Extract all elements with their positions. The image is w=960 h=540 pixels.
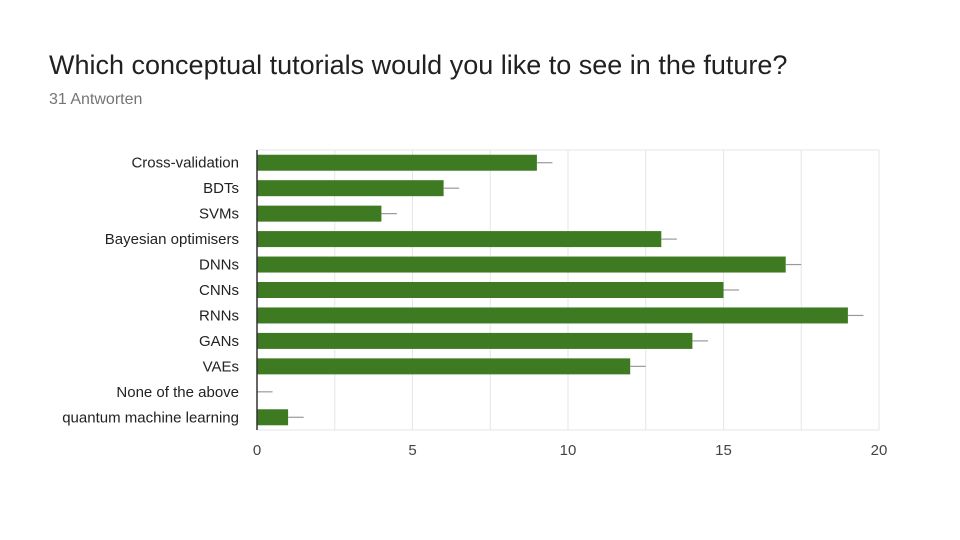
x-tick-label: 15	[715, 442, 732, 459]
category-label: quantum machine learning	[62, 409, 239, 426]
category-label: RNNs	[199, 307, 239, 324]
bar	[257, 307, 848, 324]
bar	[257, 180, 444, 197]
category-label: Cross-validation	[131, 155, 239, 172]
x-tick-label: 5	[408, 442, 416, 459]
category-label: VAEs	[203, 358, 239, 375]
bar	[257, 332, 693, 349]
category-label: SVMs	[199, 206, 239, 223]
bar	[257, 409, 289, 426]
bar	[257, 205, 382, 222]
category-label: Bayesian optimisers	[105, 231, 239, 248]
category-label: None of the above	[116, 384, 239, 401]
bar	[257, 231, 662, 248]
category-label: DNNs	[199, 257, 239, 274]
bar	[257, 358, 631, 375]
category-label: CNNs	[199, 282, 239, 299]
chart-title: Which conceptual tutorials would you lik…	[49, 50, 788, 80]
x-tick-label: 0	[253, 442, 261, 459]
bar	[257, 154, 537, 171]
category-label: GANs	[199, 333, 239, 350]
x-tick-label: 20	[871, 442, 888, 459]
bar	[257, 282, 724, 298]
bar	[257, 256, 786, 273]
response-count: 31 Antworten	[49, 91, 143, 108]
category-label: BDTs	[203, 180, 239, 197]
x-tick-label: 10	[560, 442, 577, 459]
